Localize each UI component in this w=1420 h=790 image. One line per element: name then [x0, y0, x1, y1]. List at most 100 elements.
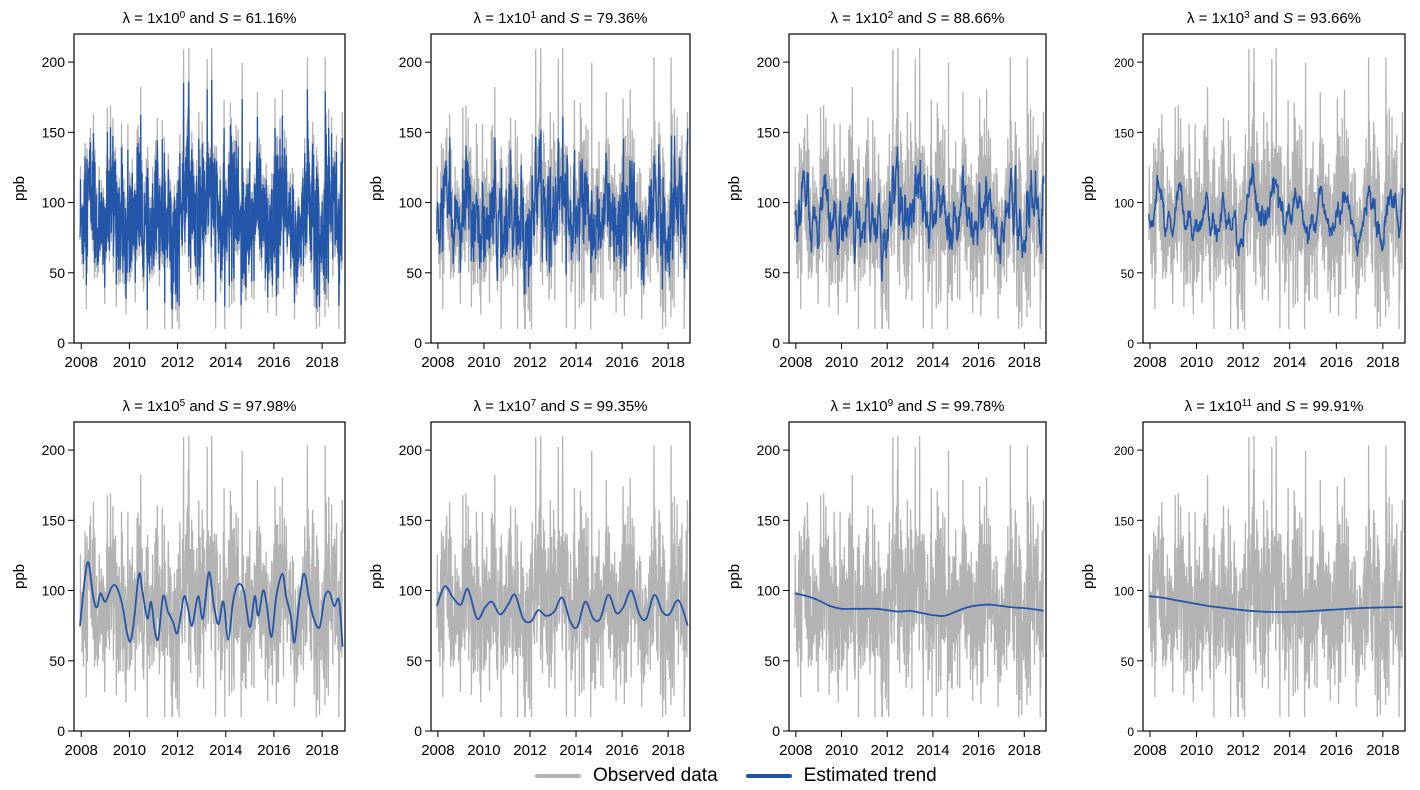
- x-tick-label: 2010: [113, 742, 146, 759]
- y-tick-label: 100: [42, 195, 66, 211]
- title-s-symbol: S: [219, 398, 229, 415]
- title-lambda: λ = 1x10: [122, 10, 179, 27]
- observed-data-line: [794, 47, 1045, 330]
- y-axis-label: ppb: [726, 176, 743, 201]
- plot-frame: [1142, 33, 1406, 344]
- plot-frame: [73, 33, 346, 344]
- y-axis-label: ppb: [1080, 564, 1097, 589]
- x-tick-label: 2008: [421, 742, 454, 759]
- title-s-symbol: S: [219, 10, 229, 27]
- x-tick-label: 2010: [467, 354, 500, 371]
- x-tick-label: 2018: [651, 354, 684, 371]
- y-axis-label: ppb: [368, 564, 385, 589]
- y-axis-label: ppb: [1080, 176, 1097, 201]
- y-tick-label: 50: [1121, 267, 1135, 281]
- title-exponent: 3: [1244, 10, 1250, 21]
- estimated-trend-line: [794, 592, 1044, 617]
- y-tick-label: 0: [772, 723, 780, 739]
- y-axis-label: ppb: [11, 564, 28, 589]
- legend-observed-swatch: [535, 774, 581, 778]
- legend: Observed data Estimated trend: [535, 762, 965, 790]
- y-tick-label: 200: [1114, 444, 1134, 458]
- x-tick-label: 2008: [65, 354, 98, 371]
- x-tick-label: 2014: [559, 354, 592, 371]
- y-tick-label: 150: [399, 124, 423, 140]
- title-exponent: 1: [531, 10, 537, 21]
- estimated-trend-line: [794, 146, 1045, 282]
- x-tick-label: 2014: [559, 742, 592, 759]
- x-tick-label: 2010: [113, 354, 146, 371]
- plot-frame: [788, 33, 1047, 344]
- y-tick-label: 50: [406, 653, 422, 669]
- y-tick-label: 150: [399, 512, 423, 528]
- title-and: and: [1252, 398, 1285, 415]
- x-tick-label: 2010: [467, 742, 500, 759]
- y-tick-label: 200: [399, 54, 423, 70]
- panel-3: 0 50 100 150 200 2008 2010 2012 2014 2016 2018 ppb λ…: [726, 10, 1047, 371]
- title-and: and: [893, 398, 926, 415]
- title-s-value: = 88.66%: [937, 10, 1005, 27]
- estimated-trend-line: [1148, 163, 1404, 257]
- y-tick-label: 200: [757, 442, 781, 458]
- estimated-trend-line: [1148, 595, 1403, 613]
- x-tick-label: 2010: [825, 742, 858, 759]
- plot-frame: [1142, 421, 1406, 732]
- title-s-value: = 99.91%: [1295, 398, 1363, 415]
- x-tick-label: 2008: [779, 742, 812, 759]
- x-tick-label: 2008: [1133, 742, 1166, 759]
- panel-title: λ = 1x105 and S = 97.98%: [122, 398, 296, 416]
- title-s-symbol: S: [927, 10, 937, 27]
- x-tick-label: 2008: [779, 354, 812, 371]
- title-s-value: = 99.35%: [580, 398, 648, 415]
- title-s-symbol: S: [1283, 10, 1293, 27]
- panel-title: λ = 1x107 and S = 99.35%: [473, 398, 647, 416]
- title-and: and: [185, 10, 218, 27]
- x-tick-label: 2012: [1226, 742, 1259, 759]
- plot-frame: [430, 421, 691, 732]
- y-tick-label: 0: [57, 335, 65, 351]
- x-tick-label: 2014: [209, 354, 242, 371]
- y-tick-label: 100: [42, 583, 66, 599]
- x-tick-label: 2018: [1008, 354, 1041, 371]
- observed-data-line: [436, 435, 689, 718]
- panel-title: λ = 1x1011 and S = 99.91%: [1185, 398, 1364, 416]
- observed-data-line: [794, 435, 1045, 718]
- y-tick-label: 50: [49, 265, 65, 281]
- y-tick-label: 100: [1114, 585, 1134, 599]
- estimated-trend-line: [436, 116, 689, 295]
- title-s-value: = 99.78%: [937, 398, 1005, 415]
- title-s-value: = 97.98%: [229, 398, 297, 415]
- observed-data-line: [79, 435, 344, 718]
- x-tick-label: 2016: [962, 742, 995, 759]
- panel-2: 0 50 100 150 200 2008 2010 2012 2014 2016 2018 ppb λ…: [368, 10, 691, 371]
- panel-title: λ = 1x109 and S = 99.78%: [830, 398, 1004, 416]
- x-tick-label: 2016: [1320, 742, 1353, 759]
- title-s-value: = 79.36%: [580, 10, 648, 27]
- y-tick-label: 150: [42, 124, 66, 140]
- title-exponent: 11: [1242, 398, 1253, 409]
- y-tick-label: 150: [757, 124, 781, 140]
- y-tick-label: 150: [1114, 514, 1134, 528]
- x-tick-label: 2012: [871, 354, 904, 371]
- x-tick-label: 2016: [605, 742, 638, 759]
- panel-8: 0 50 100 150 200 2008 2010 2012 2014 2016 2018 ppb λ…: [1080, 398, 1406, 759]
- x-tick-label: 2014: [209, 742, 242, 759]
- y-tick-label: 100: [1114, 197, 1134, 211]
- x-tick-label: 2014: [916, 742, 949, 759]
- y-tick-label: 50: [1121, 655, 1135, 669]
- title-lambda: λ = 1x10: [473, 10, 530, 27]
- x-tick-label: 2018: [1366, 742, 1399, 759]
- y-tick-label: 0: [1127, 725, 1134, 739]
- y-tick-label: 50: [406, 265, 422, 281]
- x-tick-label: 2016: [962, 354, 995, 371]
- title-and: and: [536, 10, 569, 27]
- estimated-trend-line: [79, 79, 344, 311]
- x-tick-label: 2008: [1133, 354, 1166, 371]
- y-tick-label: 200: [1114, 56, 1134, 70]
- title-lambda: λ = 1x10: [1185, 398, 1242, 415]
- y-tick-label: 0: [414, 335, 422, 351]
- y-tick-label: 200: [42, 54, 66, 70]
- panel-5: 0 50 100 150 200 2008 2010 2012 2014 2016 2018 ppb λ…: [11, 398, 346, 759]
- y-tick-label: 100: [399, 583, 423, 599]
